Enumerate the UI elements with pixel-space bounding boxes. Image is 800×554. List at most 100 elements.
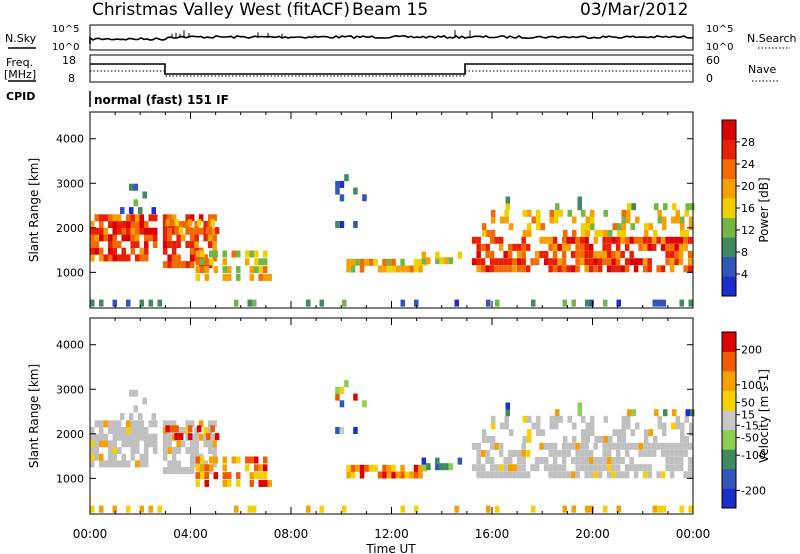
velocity-cell: [319, 505, 324, 513]
velocity-cell: [203, 427, 208, 434]
y-tick-label: 1000: [56, 266, 84, 279]
velocity-cell: [103, 440, 108, 448]
velocity-cell: [554, 415, 559, 423]
velocity-cell: [117, 447, 122, 454]
power-cell: [508, 223, 514, 231]
velocity-cell: [521, 457, 526, 464]
power-cell: [678, 243, 684, 251]
power-cell: [174, 219, 179, 227]
velocity-cell: [209, 464, 214, 472]
power-cell: [674, 236, 679, 244]
velocity-x-ticks: [89, 318, 694, 514]
power-cell: [195, 250, 200, 258]
power-cell: [187, 219, 193, 227]
power-cell: [189, 214, 195, 222]
freq-strip-frame: [89, 54, 694, 83]
velocity-cell: [552, 449, 558, 457]
velocity-cell: [439, 463, 445, 471]
power-cell: [624, 243, 630, 251]
power-cell: [162, 261, 168, 269]
power-cell: [606, 251, 612, 258]
velocity-cell: [176, 460, 181, 468]
power-cell: [476, 265, 481, 273]
power-cell: [205, 227, 211, 235]
velocity-cell: [135, 440, 140, 448]
velocity-cell: [263, 479, 268, 487]
power-cell: [680, 229, 685, 237]
velocity-cell: [644, 429, 649, 437]
velocity-cell: [108, 447, 113, 454]
velocity-cell: [606, 471, 612, 479]
velocity-colorbar-label: Velocity [m s-1]: [757, 369, 771, 463]
power-cell: [391, 265, 396, 273]
velocity-cell: [139, 433, 144, 441]
velocity-cell: [674, 457, 679, 464]
power-cell: [660, 236, 666, 244]
velocity-cell: [507, 449, 513, 457]
velocity-cell: [588, 464, 594, 472]
power-cell: [527, 209, 532, 217]
power-cell: [665, 251, 670, 258]
velocity-cell: [675, 422, 680, 430]
velocity-cell: [527, 429, 532, 437]
power-cell: [342, 299, 347, 307]
power-cell: [563, 229, 568, 237]
velocity-cell: [562, 505, 567, 513]
power-cell: [386, 258, 392, 266]
power-cell: [516, 265, 522, 273]
velocity-cell: [121, 433, 126, 441]
power-cell: [588, 265, 594, 273]
power-cell: [512, 243, 517, 251]
power-y-axis: 1000 2000 3000 4000: [56, 133, 693, 279]
power-cell: [521, 236, 526, 244]
power-cell: [189, 241, 195, 248]
velocity-cell: [339, 400, 345, 408]
velocity-cell: [263, 464, 268, 472]
power-cell: [263, 250, 268, 258]
power-cell: [575, 243, 580, 251]
power-cell: [176, 241, 181, 248]
nsky-trace: [89, 34, 694, 44]
power-cell: [386, 265, 392, 273]
velocity-cell: [144, 440, 149, 448]
velocity-cell: [602, 442, 607, 450]
velocity-cell: [386, 471, 392, 479]
velocity-cell: [144, 460, 149, 468]
velocity-cell: [103, 433, 108, 441]
power-cell: [534, 251, 540, 258]
power-cell: [548, 258, 553, 266]
velocity-cell: [590, 429, 595, 437]
power-cell: [566, 265, 571, 273]
power-ylabel: Slant Range [km]: [27, 158, 41, 262]
power-cell: [355, 258, 360, 266]
power-cell: [480, 243, 486, 251]
velocity-cell: [139, 427, 144, 434]
power-cell: [236, 266, 241, 274]
velocity-cell: [611, 464, 616, 472]
power-panel: 1000 2000 3000 4000 Slant Range [km] 4 8 12 16…: [27, 111, 771, 309]
velocity-cell: [142, 397, 147, 405]
power-cell: [584, 236, 589, 244]
velocity-cell: [525, 471, 531, 479]
power-cell: [481, 223, 487, 231]
velocity-cell: [660, 471, 666, 479]
power-cell: [103, 214, 108, 222]
power-cell: [661, 299, 666, 307]
velocity-cell: [162, 433, 168, 441]
power-cell: [585, 216, 590, 224]
velocity-cell: [606, 442, 612, 450]
velocity-cell: [167, 433, 172, 441]
velocity-cell: [539, 442, 544, 450]
power-cell: [130, 234, 135, 242]
power-cell: [249, 273, 254, 281]
power-cell: [263, 266, 268, 274]
velocity-cell: [167, 447, 172, 454]
velocity-cell: [203, 433, 208, 441]
velocity-cell: [494, 442, 499, 450]
velocity-cell: [135, 433, 140, 441]
power-cell: [561, 258, 567, 266]
velocity-cell: [665, 457, 670, 464]
velocity-cell: [557, 471, 562, 479]
power-cell: [688, 299, 693, 307]
velocity-cell: [490, 415, 496, 423]
